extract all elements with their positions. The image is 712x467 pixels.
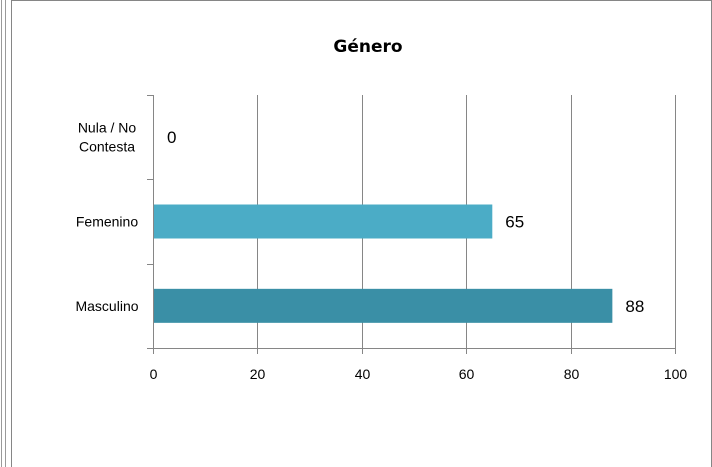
category-label: Masculino xyxy=(75,298,138,314)
bar-femenino xyxy=(154,204,493,239)
category-label: Femenino xyxy=(76,214,138,230)
data-label: 88 xyxy=(625,297,644,316)
data-label: 65 xyxy=(505,213,524,232)
x-tick-label: 100 xyxy=(664,366,688,382)
chart-title: Género xyxy=(333,37,402,57)
data-label: 0 xyxy=(167,128,176,147)
x-tick-label: 0 xyxy=(150,366,158,382)
bar-masculino xyxy=(154,288,613,323)
x-tick-label: 20 xyxy=(250,366,266,382)
x-tick-label: 80 xyxy=(564,366,580,382)
x-tick-label: 60 xyxy=(459,366,475,382)
bars-layer xyxy=(154,204,613,323)
labels-layer: 0 20 40 60 80 100 0 Nula / No Contesta 65 Femenino… xyxy=(75,120,687,382)
x-tick-label: 40 xyxy=(355,366,371,382)
axis-layer xyxy=(147,95,676,354)
category-label: Nula / No Contesta xyxy=(78,120,137,155)
